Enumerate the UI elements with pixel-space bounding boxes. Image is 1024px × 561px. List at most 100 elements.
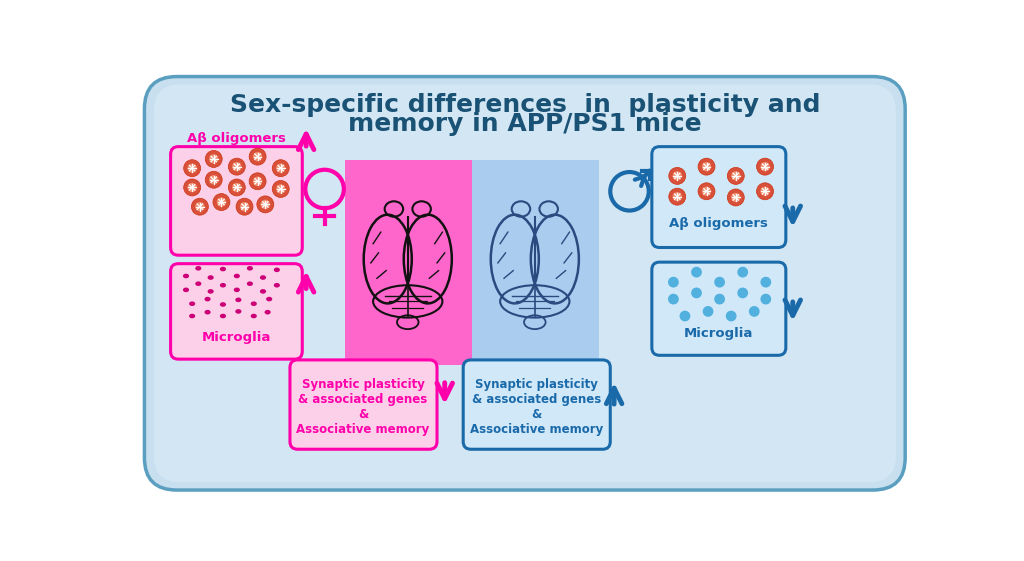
Circle shape	[191, 198, 208, 215]
Circle shape	[183, 179, 201, 196]
Ellipse shape	[196, 266, 202, 270]
Circle shape	[668, 277, 679, 288]
Ellipse shape	[220, 302, 226, 307]
Circle shape	[673, 171, 682, 181]
Circle shape	[213, 194, 230, 210]
FancyBboxPatch shape	[463, 360, 610, 449]
Ellipse shape	[189, 314, 196, 318]
Ellipse shape	[264, 310, 270, 315]
Ellipse shape	[273, 268, 280, 272]
Ellipse shape	[236, 297, 242, 302]
Ellipse shape	[208, 289, 214, 294]
FancyBboxPatch shape	[144, 76, 905, 490]
Circle shape	[183, 160, 201, 177]
Ellipse shape	[260, 289, 266, 294]
Circle shape	[731, 171, 740, 181]
Circle shape	[749, 306, 760, 317]
FancyBboxPatch shape	[652, 262, 785, 355]
Circle shape	[691, 288, 701, 298]
Circle shape	[257, 196, 273, 213]
Ellipse shape	[205, 310, 211, 315]
Circle shape	[761, 187, 770, 196]
Circle shape	[680, 311, 690, 321]
Circle shape	[249, 148, 266, 165]
Circle shape	[673, 192, 682, 201]
Circle shape	[726, 311, 736, 321]
Circle shape	[276, 185, 286, 194]
Circle shape	[187, 183, 197, 192]
Circle shape	[217, 197, 226, 207]
Circle shape	[228, 158, 246, 175]
Circle shape	[205, 150, 222, 167]
Circle shape	[196, 202, 205, 211]
Ellipse shape	[266, 297, 272, 301]
Ellipse shape	[183, 288, 189, 292]
Text: Aβ oligomers: Aβ oligomers	[186, 132, 286, 145]
Circle shape	[698, 183, 715, 200]
Ellipse shape	[220, 266, 226, 272]
Ellipse shape	[183, 274, 189, 278]
Circle shape	[714, 277, 725, 288]
FancyBboxPatch shape	[171, 146, 302, 255]
FancyBboxPatch shape	[290, 360, 437, 449]
Circle shape	[737, 288, 749, 298]
Ellipse shape	[251, 314, 257, 318]
Circle shape	[240, 202, 249, 211]
Circle shape	[698, 158, 715, 175]
Circle shape	[761, 162, 770, 171]
Circle shape	[757, 158, 773, 175]
Circle shape	[731, 193, 740, 202]
Circle shape	[668, 294, 679, 305]
Circle shape	[761, 294, 771, 305]
Circle shape	[727, 167, 744, 185]
Text: Synaptic plasticity
& associated genes
&
Associative memory: Synaptic plasticity & associated genes &…	[297, 378, 430, 436]
FancyBboxPatch shape	[171, 264, 302, 359]
Circle shape	[761, 277, 771, 288]
Circle shape	[261, 200, 270, 209]
Text: Sex-specific differences  in  plasticity and: Sex-specific differences in plasticity a…	[229, 93, 820, 117]
Ellipse shape	[247, 266, 253, 270]
Circle shape	[669, 167, 686, 185]
Text: Synaptic plasticity
& associated genes
&
Associative memory: Synaptic plasticity & associated genes &…	[470, 378, 603, 436]
Ellipse shape	[220, 283, 226, 288]
Circle shape	[702, 306, 714, 317]
Circle shape	[737, 266, 749, 278]
Ellipse shape	[208, 275, 214, 280]
Text: Microglia: Microglia	[202, 331, 270, 344]
Text: memory in APP/PS1 mice: memory in APP/PS1 mice	[348, 112, 701, 136]
Circle shape	[727, 189, 744, 206]
Ellipse shape	[205, 297, 211, 301]
Ellipse shape	[196, 282, 202, 286]
Ellipse shape	[233, 274, 240, 278]
Circle shape	[249, 173, 266, 190]
Ellipse shape	[236, 309, 242, 314]
FancyBboxPatch shape	[652, 146, 785, 247]
Circle shape	[253, 152, 262, 162]
Circle shape	[272, 160, 289, 177]
Circle shape	[209, 154, 218, 164]
Text: Aβ oligomers: Aβ oligomers	[670, 217, 768, 230]
Text: Microglia: Microglia	[684, 327, 754, 340]
FancyBboxPatch shape	[345, 160, 472, 365]
Circle shape	[232, 162, 242, 171]
Circle shape	[757, 183, 773, 200]
Circle shape	[701, 162, 712, 171]
Ellipse shape	[260, 275, 266, 280]
Circle shape	[209, 175, 218, 185]
Circle shape	[714, 294, 725, 305]
FancyBboxPatch shape	[154, 84, 896, 482]
Circle shape	[232, 183, 242, 192]
Ellipse shape	[220, 314, 226, 318]
Circle shape	[276, 164, 286, 173]
Ellipse shape	[247, 282, 253, 286]
Ellipse shape	[273, 283, 280, 288]
Circle shape	[669, 188, 686, 205]
Circle shape	[187, 164, 197, 173]
Circle shape	[701, 187, 712, 196]
Circle shape	[228, 179, 246, 196]
Ellipse shape	[233, 288, 240, 292]
Circle shape	[272, 181, 289, 197]
Circle shape	[237, 198, 253, 215]
Circle shape	[205, 171, 222, 188]
Ellipse shape	[189, 301, 196, 306]
